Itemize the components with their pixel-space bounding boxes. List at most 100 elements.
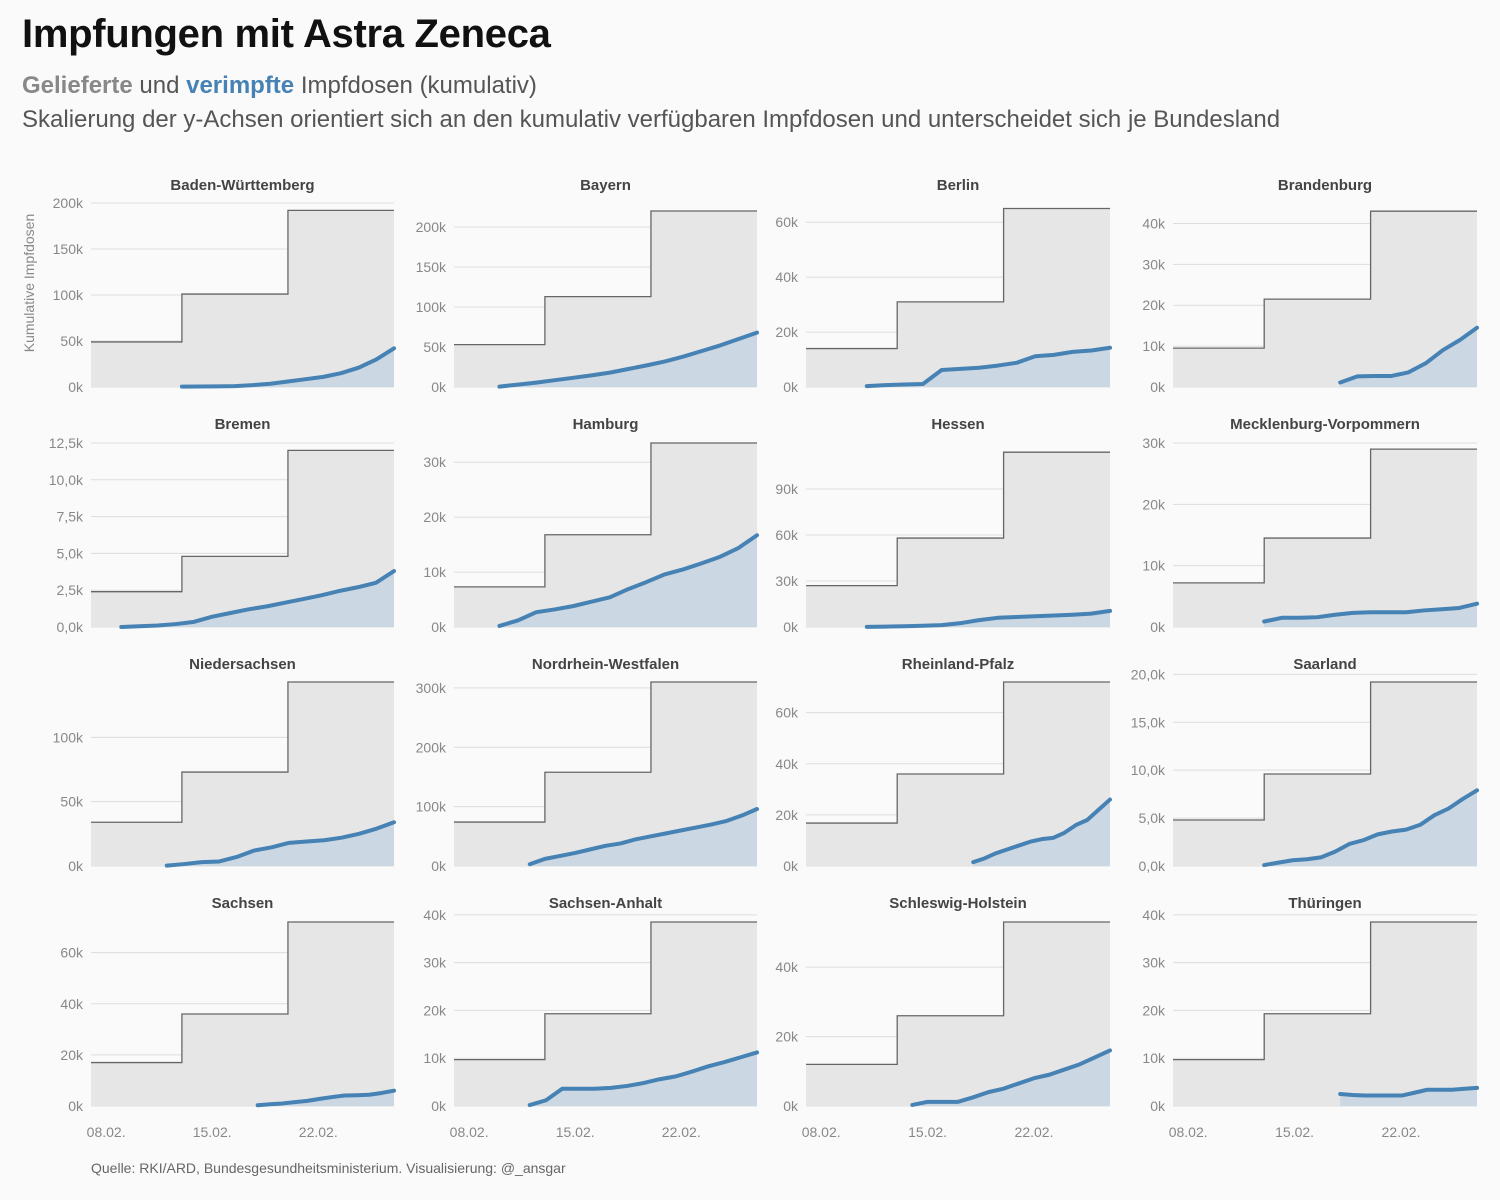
y-tick-label: 0k (783, 858, 799, 874)
vaccinated-area (499, 332, 757, 387)
y-tick-label: 20k (1142, 496, 1166, 512)
x-tick-label: 15.02. (556, 1124, 595, 1140)
y-tick-label: 30k (423, 955, 447, 971)
x-tick-label: 15.02. (193, 1124, 232, 1140)
facet-title: Bayern (580, 177, 631, 194)
y-tick-label: 20k (423, 509, 447, 525)
y-tick-label: 0k (431, 379, 447, 395)
y-tick-label: 200k (416, 219, 447, 235)
y-tick-label: 10k (423, 564, 447, 580)
y-tick-label: 40k (775, 756, 799, 772)
y-axis-label: Kumulative Impfdosen (21, 214, 37, 353)
facet-title: Baden-Württemberg (170, 177, 314, 194)
delivered-line (91, 209, 394, 343)
y-tick-label: 20k (775, 324, 799, 340)
y-tick-label: 100k (53, 287, 84, 303)
vaccinated-area (1264, 603, 1477, 627)
y-tick-label: 300k (416, 680, 447, 696)
delivered-area (454, 211, 757, 387)
facet-title: Schleswig-Holstein (889, 895, 1027, 912)
chart-title: Impfungen mit Astra Zeneca (22, 12, 551, 56)
y-tick-label: 150k (416, 259, 447, 275)
y-tick-label: 40k (1142, 215, 1166, 231)
y-tick-label: 60k (60, 945, 84, 961)
y-tick-label: 12,5k (49, 435, 84, 451)
delivered-area (91, 450, 394, 627)
y-tick-label: 30k (775, 573, 799, 589)
y-tick-label: 15,0k (1131, 714, 1166, 730)
delivered-line (91, 449, 394, 593)
y-tick-label: 10k (423, 1050, 447, 1066)
y-tick-label: 20k (1142, 1002, 1166, 1018)
delivered-line (91, 681, 394, 823)
delivered-area (91, 210, 394, 387)
delivered-line (454, 210, 757, 346)
vaccinated-line (1338, 1085, 1479, 1098)
y-tick-label: 20k (1142, 297, 1166, 313)
chart-subtitle: Gelieferte und verimpfte Impfdosen (kumu… (22, 72, 537, 100)
vaccinated-line (255, 1088, 396, 1108)
facet-title: Bremen (215, 416, 271, 433)
source-caption: Quelle: RKI/ARD, Bundesgesundheitsminist… (91, 1160, 566, 1176)
y-tick-label: 50k (60, 794, 84, 810)
y-tick-label: 5,0k (1139, 810, 1166, 826)
facet-title: Berlin (937, 177, 980, 194)
y-tick-label: 40k (1142, 907, 1166, 923)
y-tick-label: 0k (783, 619, 799, 635)
vaccinated-area (1340, 1087, 1477, 1106)
y-tick-label: 0,0k (1139, 858, 1166, 874)
x-tick-label: 08.02. (450, 1124, 489, 1140)
vaccinated-line (1262, 788, 1479, 868)
vaccinated-area (166, 822, 394, 866)
facet-title: Mecklenburg-Vorpommern (1230, 416, 1420, 433)
y-tick-label: 0k (68, 1098, 84, 1114)
delivered-line (806, 451, 1110, 587)
facet-title: Thüringen (1288, 895, 1361, 912)
vaccinated-line (179, 346, 396, 389)
vaccinated-line (864, 345, 1112, 389)
vaccinated-line (864, 608, 1112, 629)
vaccinated-line (910, 1048, 1112, 1107)
delivered-area (806, 208, 1110, 387)
vaccinated-area (121, 571, 395, 627)
y-tick-label: 10k (1142, 1050, 1166, 1066)
y-tick-label: 20k (775, 807, 799, 823)
delivered-area (454, 682, 757, 866)
y-tick-label: 0k (68, 379, 84, 395)
y-tick-label: 60k (775, 705, 799, 721)
delivered-line (1173, 921, 1477, 1061)
y-tick-label: 200k (53, 195, 84, 211)
vaccinated-area (912, 1050, 1110, 1106)
x-tick-label: 22.02. (299, 1124, 338, 1140)
vaccinated-line (119, 569, 396, 629)
y-tick-label: 40k (423, 907, 447, 923)
delivered-line (454, 442, 757, 588)
y-tick-label: 90k (775, 481, 799, 497)
vaccinated-line (971, 797, 1112, 865)
x-tick-label: 15.02. (1275, 1124, 1314, 1140)
vaccinated-line (1338, 325, 1479, 385)
vaccinated-line (1262, 601, 1479, 624)
y-tick-label: 30k (423, 454, 447, 470)
y-tick-label: 30k (1142, 955, 1166, 971)
y-tick-label: 0k (783, 1098, 799, 1114)
delivered-line (454, 681, 757, 823)
y-tick-label: 0k (783, 379, 799, 395)
y-tick-label: 0,0k (57, 619, 84, 635)
vaccinated-line (164, 820, 396, 868)
y-tick-label: 150k (53, 241, 84, 257)
delivered-line (91, 921, 394, 1064)
vaccinated-line (527, 1050, 759, 1108)
delivered-line (1173, 210, 1477, 349)
vaccinated-area (499, 535, 757, 627)
y-tick-label: 10k (1142, 558, 1166, 574)
delivered-area (806, 922, 1110, 1106)
y-tick-label: 20k (775, 1029, 799, 1045)
y-tick-label: 5,0k (57, 545, 84, 561)
y-tick-label: 10,0k (1131, 762, 1166, 778)
x-tick-label: 22.02. (662, 1124, 701, 1140)
vaccinated-line (497, 533, 759, 628)
y-tick-label: 40k (775, 269, 799, 285)
facet-title: Brandenburg (1278, 177, 1372, 194)
vaccinated-area (1340, 327, 1477, 387)
